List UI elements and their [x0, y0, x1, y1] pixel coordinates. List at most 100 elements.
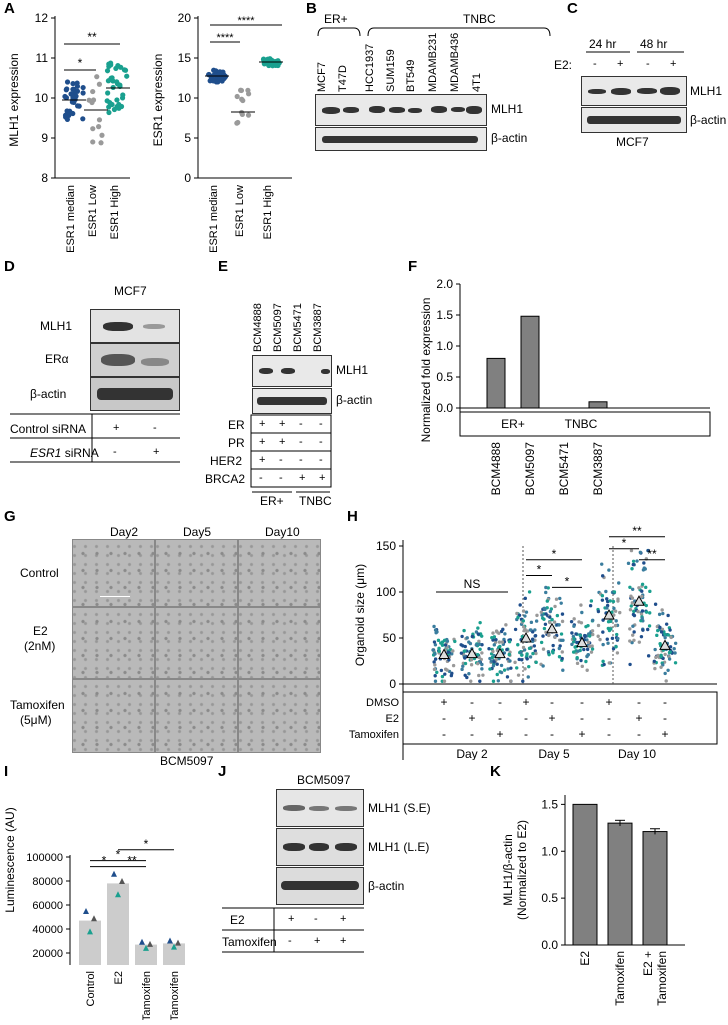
- f-bar: [486, 357, 506, 409]
- h-point: [463, 661, 468, 666]
- h-point: [614, 645, 618, 649]
- d-cond-esr1: ESR1 siRNA: [30, 446, 99, 460]
- a-left-ytick-label: 11: [36, 51, 49, 65]
- a-left-dot-high: [104, 68, 111, 74]
- h-point: [579, 658, 583, 663]
- h-point: [533, 649, 537, 653]
- e-marker-sign: -: [299, 454, 303, 466]
- h-point: [637, 640, 642, 644]
- d-sign-e2: +: [153, 446, 160, 458]
- h-point: [640, 589, 644, 593]
- h-point: [570, 631, 574, 635]
- i-bar: [107, 883, 129, 965]
- h-point: [533, 633, 538, 638]
- f-ytick-label: 2.0: [436, 277, 453, 291]
- h-point: [505, 647, 509, 652]
- h-treatment-sign: -: [637, 695, 641, 709]
- a-right-dot-median: [220, 69, 226, 75]
- g-scalebar: [100, 596, 130, 597]
- h-point: [628, 639, 632, 643]
- panel-letter-f: F: [408, 258, 418, 275]
- h-point: [495, 672, 499, 677]
- h-treatment-sign: +: [635, 711, 642, 725]
- h-point: [488, 656, 492, 661]
- panel-letter-c: C: [567, 0, 578, 17]
- e-row-mlh1: MLH1: [336, 363, 369, 377]
- e-marker-brca2: BRCA2: [205, 472, 246, 486]
- h-point: [647, 624, 652, 628]
- i-replicate-point: [87, 928, 93, 935]
- h-point: [666, 633, 670, 637]
- h-point: [660, 627, 665, 631]
- h-point: [648, 589, 652, 594]
- panel-a-plots: 8 9 10 11 12 MLH1 expression * ** ESR1 media…: [7, 11, 292, 253]
- h-point: [632, 630, 636, 634]
- h-point: [522, 628, 526, 633]
- i-ytick-label: 20000: [32, 948, 63, 960]
- h-point: [555, 613, 560, 618]
- e-marker-sign: +: [259, 436, 266, 448]
- a-right-dot-median: [211, 67, 217, 73]
- f-ytick-label: 0.5: [436, 370, 453, 384]
- h-point: [433, 652, 437, 656]
- c-sign-1: -: [593, 58, 597, 70]
- h-point: [631, 559, 636, 563]
- panel-letter-a: A: [4, 0, 15, 17]
- h-point: [572, 624, 576, 628]
- g-day-2: Day2: [110, 525, 139, 539]
- h-point: [451, 649, 455, 653]
- h-mean-marker: [466, 647, 478, 659]
- h-point: [575, 640, 579, 645]
- h-point: [615, 651, 620, 655]
- h-point: [478, 620, 482, 625]
- h-point: [654, 655, 658, 660]
- panel-i-chart: Luminescence (AU) 20000 40000 60000 80000 10…: [3, 807, 185, 1020]
- j-row-mlh1-le: MLH1 (L.E): [368, 840, 430, 854]
- h-point: [628, 627, 632, 631]
- e-marker-sign: -: [319, 418, 323, 430]
- h-point: [523, 596, 527, 601]
- a-left-sig-1: *: [78, 56, 83, 70]
- h-point: [468, 641, 473, 646]
- h-point: [547, 633, 551, 637]
- h-point: [663, 635, 667, 640]
- h-treatment-sign: -: [550, 695, 554, 709]
- h-point: [432, 624, 436, 629]
- a-right-sig-2: ****: [237, 15, 255, 27]
- h-point: [443, 643, 448, 647]
- i-ytick-label: 40000: [32, 924, 63, 936]
- b-row-actin: β-actin: [491, 131, 528, 145]
- h-point: [644, 610, 649, 614]
- h-point: [497, 640, 502, 644]
- h-point: [615, 632, 619, 637]
- a-left-dot-median: [70, 110, 76, 117]
- e-group-tnbc: TNBC: [299, 494, 332, 508]
- h-point: [575, 656, 579, 660]
- a-left-ytick-label: 8: [41, 171, 48, 185]
- h-point: [534, 619, 539, 623]
- a-right-ytick-label: 10: [178, 91, 192, 105]
- d-sign-e1: -: [113, 446, 117, 458]
- h-point: [606, 626, 611, 631]
- a-left-dot-median: [80, 116, 86, 122]
- a-left-dot-low: [99, 132, 105, 138]
- h-point: [640, 594, 644, 599]
- k-bar: [572, 803, 598, 946]
- h-point: [517, 657, 521, 662]
- h-point: [476, 661, 480, 666]
- h-treatment-sign: -: [550, 727, 554, 741]
- h-point: [609, 627, 613, 631]
- g-row-e2: E2: [33, 624, 48, 638]
- h-point: [576, 649, 580, 653]
- h-point: [542, 606, 546, 610]
- j-cond-e2: E2: [230, 913, 245, 927]
- h-point: [663, 671, 667, 676]
- a-right-ytick-label: 5: [184, 131, 191, 145]
- h-point: [534, 660, 538, 665]
- h-point: [558, 644, 562, 648]
- a-right-dot-high: [263, 57, 270, 63]
- h-point: [580, 610, 584, 615]
- h-sig-label: *: [622, 536, 627, 550]
- a-left-dot-median: [66, 112, 72, 118]
- h-point: [611, 599, 616, 604]
